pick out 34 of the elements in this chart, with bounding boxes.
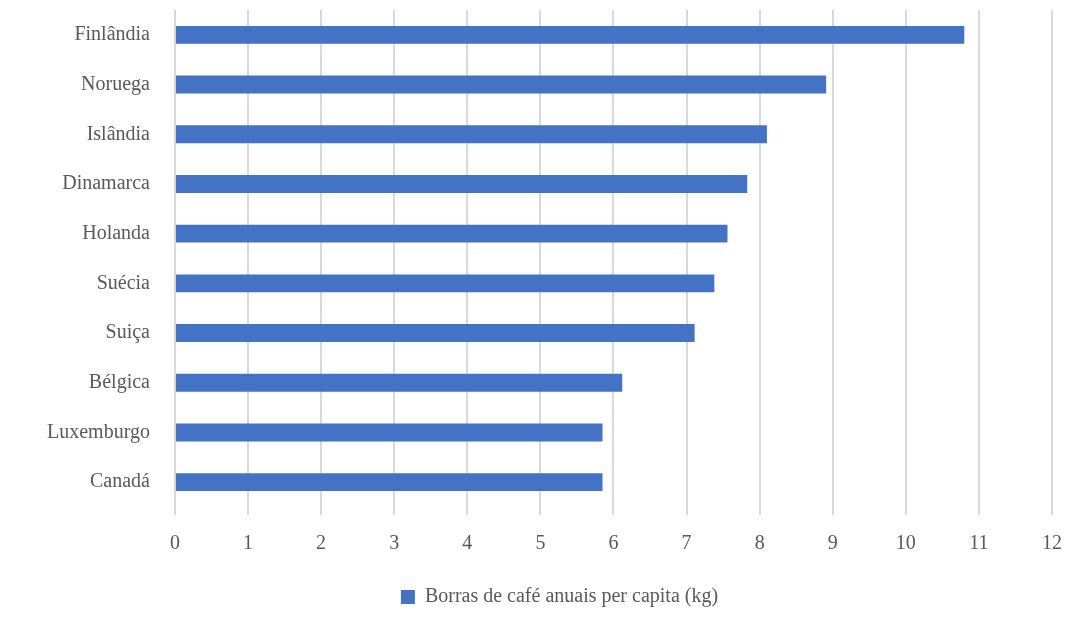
y-tick-label: Luxemburgo (47, 419, 150, 443)
bar (175, 25, 965, 44)
bar (175, 324, 695, 342)
legend-label: Borras de café anuais per capita (kg) (424, 584, 719, 608)
x-tick-label: 11 (969, 531, 989, 554)
bar (175, 75, 827, 94)
x-tick-label: 1 (243, 531, 254, 554)
y-tick-label: Dinamarca (62, 171, 151, 194)
x-tick-label: 12 (1042, 531, 1062, 554)
y-tick-label: Bélgica (88, 370, 151, 393)
x-tick-label: 6 (608, 531, 619, 554)
y-tick-label: Canadá (89, 469, 151, 492)
y-tick-label: Finlândia (74, 22, 151, 45)
x-tick-label: 9 (827, 531, 838, 554)
y-tick-label: Noruega (81, 71, 151, 95)
bar (175, 473, 603, 492)
x-tick-label: 7 (681, 531, 692, 554)
bar (175, 224, 728, 243)
x-tick-label: 5 (535, 531, 546, 554)
bar (175, 175, 748, 193)
x-tick-label: 2 (316, 531, 327, 554)
x-tick-label: 10 (895, 531, 916, 554)
x-tick-label: 3 (389, 531, 400, 554)
bar (175, 274, 715, 293)
bar (175, 125, 767, 144)
bar (175, 423, 603, 442)
x-tick-label: 0 (169, 531, 180, 554)
y-tick-label: Suécia (96, 270, 151, 293)
y-tick-label: Holanda (82, 220, 151, 243)
y-tick-label: Suiça (105, 320, 151, 344)
bar (175, 373, 623, 392)
y-tick-label: Islândia (86, 121, 151, 144)
x-tick-label: 4 (462, 531, 473, 554)
x-tick-label: 8 (754, 531, 765, 554)
